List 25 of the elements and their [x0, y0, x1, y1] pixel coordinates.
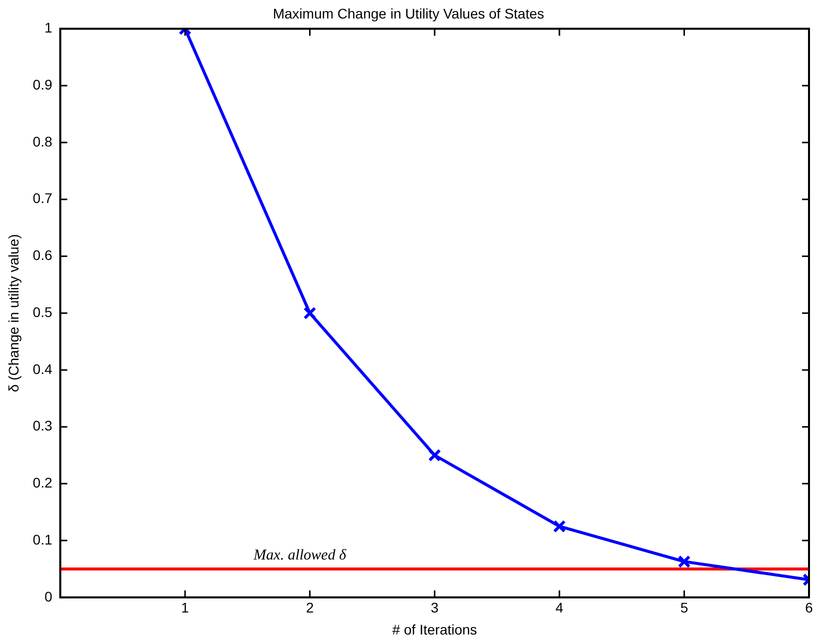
y-tick-label: 0	[44, 588, 52, 604]
x-tick-label: 6	[805, 600, 814, 616]
x-axis-title: # of Iterations	[392, 621, 478, 638]
y-tick-label: 0.2	[32, 474, 52, 491]
y-tick-label: 0.4	[32, 360, 52, 377]
x-tick-label: 2	[306, 600, 314, 616]
ref-line-label: Max. allowed δ	[252, 547, 348, 564]
y-axis-title: δ (Change in utility value)	[5, 234, 22, 392]
y-tick-label: 0.3	[32, 418, 52, 434]
x-tick-label: 3	[430, 600, 439, 616]
point	[428, 448, 442, 462]
point	[678, 555, 691, 568]
y-tick-label: 0.5	[32, 304, 52, 320]
x-tick-label: 1	[181, 600, 190, 616]
y-tick-label: 1	[44, 20, 52, 36]
point	[552, 520, 566, 533]
y-tick-label: 0.1	[32, 531, 52, 548]
x-tick-label: 4	[556, 600, 564, 616]
y-tick-label: 0.7	[32, 190, 52, 206]
y-tick-label: 0.8	[32, 133, 52, 150]
y-tick-label: 0.9	[32, 76, 52, 93]
x-tick-label: 5	[680, 600, 688, 616]
y-tick-label: 0.6	[32, 247, 52, 264]
point	[303, 306, 316, 320]
chart-title: Maximum Change in Utility Values of States	[272, 5, 544, 22]
